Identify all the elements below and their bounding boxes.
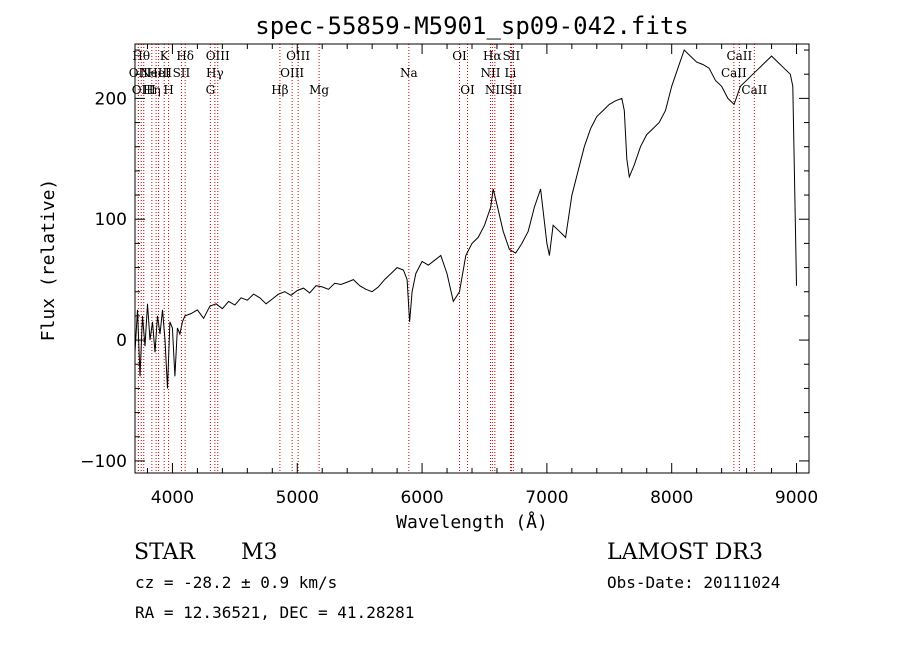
line-label-20: NII: [480, 66, 500, 80]
line-label-11: Hγ: [206, 66, 224, 80]
line-label-23: Li: [505, 66, 517, 80]
line-label-7: H: [163, 83, 173, 97]
x-tick-label-4: 8000: [650, 488, 693, 508]
obs-date: Obs-Date: 20111024: [607, 573, 781, 592]
line-label-4: NeIII: [140, 66, 172, 80]
x-tick-label-1: 5000: [276, 488, 319, 508]
line-label-5: HeI: [147, 66, 170, 80]
x-tick-label-0: 4000: [151, 488, 194, 508]
x-tick-label-2: 6000: [400, 488, 443, 508]
line-label-8: SII: [173, 66, 191, 80]
y-axis-label: Flux (relative): [38, 179, 59, 342]
line-label-18: OI: [452, 49, 467, 63]
emission-line-markers: [137, 44, 755, 473]
line-label-15: OIII: [286, 49, 310, 63]
y-tick-label-1: 0: [116, 331, 127, 351]
y-tick-label-0: −100: [80, 452, 127, 472]
x-axis-label: Wavelength (Å): [396, 511, 548, 533]
object-subclass: M3: [241, 540, 278, 565]
line-label-1: Hθ: [132, 49, 150, 63]
line-label-9: Hδ: [176, 49, 194, 63]
line-label-3: Hη: [143, 83, 161, 97]
chart-title: spec-55859-M5901_sp09-042.fits: [255, 12, 688, 40]
line-label-28: CaII: [741, 83, 767, 97]
line-label-12: OIII: [206, 49, 230, 63]
line-label-24: SII: [503, 49, 521, 63]
plot-frame: [134, 43, 810, 474]
line-label-6: K: [160, 49, 170, 63]
redshift-value: cz = -28.2 ± 0.9 km/s: [135, 573, 338, 592]
line-label-14: OIII: [280, 66, 304, 80]
line-label-19: OI: [460, 83, 475, 97]
line-label-16: Mg: [309, 83, 329, 97]
line-label-17: Na: [400, 66, 418, 80]
emission-line-labels: OIIHθOIIIHηNeIIIHeIKHSIIHδGHγOIIIHβOIIIO…: [129, 49, 768, 97]
y-tick-label-3: 200: [95, 89, 127, 109]
line-label-22: NII: [485, 83, 505, 97]
axes: 4000 5000 6000 7000 8000 9000 −100 0 100 200: [80, 44, 818, 508]
y-tick-label-2: 100: [95, 210, 127, 230]
line-label-27: CaII: [726, 49, 752, 63]
spectrum-chart: spec-55859-M5901_sp09-042.fits OII Hθ OIII…: [38, 12, 818, 533]
x-tick-label-5: 9000: [775, 488, 818, 508]
line-label-13: Hβ: [271, 83, 288, 97]
line-label-25: SII: [504, 83, 522, 97]
line-label-2: OIII: [132, 83, 156, 97]
x-tick-label-3: 7000: [525, 488, 568, 508]
survey-name: LAMOST DR3: [607, 540, 763, 565]
line-label-21: Hα: [483, 49, 502, 63]
line-label-0: OII: [129, 66, 149, 80]
object-class: STAR: [134, 540, 195, 565]
line-label-26: CaII: [721, 66, 747, 80]
spectrum-line: [134, 49, 797, 389]
coordinates: RA = 12.36521, DEC = 41.28281: [135, 603, 415, 622]
line-label-10: G: [206, 83, 216, 97]
